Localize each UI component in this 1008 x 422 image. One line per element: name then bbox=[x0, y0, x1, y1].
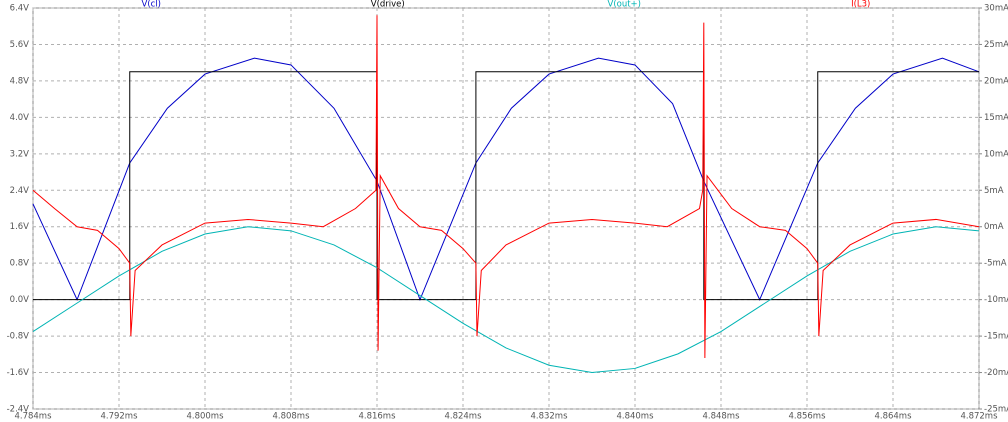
y2-tick-label: 5mA bbox=[984, 186, 1004, 196]
series-line bbox=[32, 15, 980, 358]
x-tick-label: 4.792ms bbox=[100, 412, 138, 422]
y2-tick-label: -20mA bbox=[984, 368, 1008, 378]
y2-tick-label: 25mA bbox=[984, 40, 1008, 50]
y-tick-label: 0.8V bbox=[10, 259, 30, 269]
y2-tick-label: -5mA bbox=[984, 259, 1007, 269]
y2-tick-label: -25mA bbox=[984, 405, 1008, 415]
x-tick-label: 4.864ms bbox=[874, 412, 912, 422]
x-tick-label: 4.824ms bbox=[444, 412, 482, 422]
plot-frame bbox=[32, 7, 980, 410]
x-tick-label: 4.856ms bbox=[788, 412, 826, 422]
series-line bbox=[32, 226, 980, 374]
x-tick-label: 4.840ms bbox=[616, 412, 654, 422]
y2-tick-label: 10mA bbox=[984, 149, 1008, 159]
y2-tick-label: -15mA bbox=[984, 332, 1008, 342]
y2-tick-label: 0mA bbox=[984, 222, 1004, 232]
legend-label: I(L3) bbox=[851, 0, 870, 10]
legend-label: V(out+) bbox=[608, 0, 642, 10]
x-tick-label: 4.800ms bbox=[186, 412, 224, 422]
y2-tick-label: 20mA bbox=[984, 76, 1008, 86]
y-tick-label: 1.6V bbox=[10, 222, 30, 232]
x-tick-label: 4.784ms bbox=[14, 412, 52, 422]
legend-label: V(cl) bbox=[142, 0, 161, 10]
y2-tick-label: 30mA bbox=[984, 4, 1008, 14]
legend-label: V(drive) bbox=[371, 0, 405, 10]
y-tick-label: -0.8V bbox=[7, 332, 30, 342]
x-tick-label: 4.816ms bbox=[358, 412, 396, 422]
y2-tick-label: 15mA bbox=[984, 113, 1008, 123]
y-tick-label: 2.4V bbox=[10, 186, 30, 196]
y-tick-label: 6.4V bbox=[10, 4, 30, 14]
y-tick-label: -1.6V bbox=[7, 368, 30, 378]
y-tick-label: 4.0V bbox=[10, 113, 30, 123]
x-tick-label: 4.872ms bbox=[960, 412, 998, 422]
x-tick-label: 4.848ms bbox=[702, 412, 740, 422]
y-tick-label: 4.8V bbox=[10, 76, 30, 86]
y-tick-label: 5.6V bbox=[10, 40, 30, 50]
series-line bbox=[32, 57, 980, 302]
y2-tick-label: -10mA bbox=[984, 295, 1008, 305]
series-line bbox=[33, 71, 979, 301]
y-tick-label: -2.4V bbox=[7, 405, 30, 415]
x-tick-label: 4.808ms bbox=[272, 412, 310, 422]
y-tick-label: 0.0V bbox=[10, 295, 30, 305]
y-tick-label: 3.2V bbox=[10, 149, 30, 159]
x-tick-label: 4.832ms bbox=[530, 412, 568, 422]
